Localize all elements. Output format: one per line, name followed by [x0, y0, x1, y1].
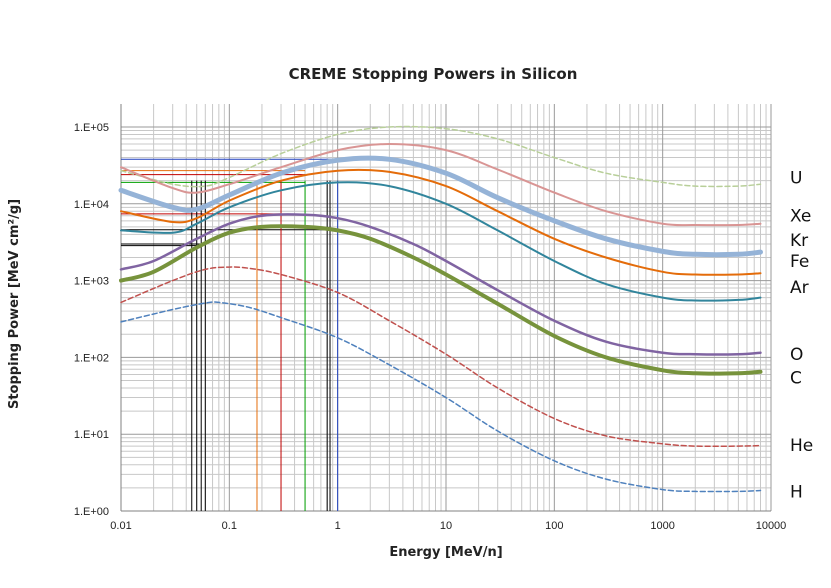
series-line-kr [118, 155, 763, 258]
y-tick-label: 1.E+01 [74, 429, 109, 441]
x-tick-label: 1000 [650, 520, 674, 532]
series-line-he [120, 266, 762, 448]
x-tick-labels: 0.01 0.1 1 10 100 1000 10000 [110, 520, 786, 532]
y-tick-label: 1.E+00 [74, 506, 109, 518]
ion-label-he: He [790, 436, 813, 456]
y-axis-title: Stopping Power [MeV cm²/g] [7, 199, 22, 409]
ion-label-c: C [790, 368, 802, 388]
x-tick-label: 1 [335, 520, 341, 532]
series-group [118, 125, 763, 493]
series-line-u [120, 125, 762, 188]
series-line-ar [120, 181, 762, 302]
series-line-o [119, 213, 762, 356]
ion-label-o: O [790, 345, 803, 365]
ion-label-xe: Xe [790, 207, 811, 227]
ion-label-fe: Fe [790, 252, 809, 272]
y-tick-label: 1.E+03 [74, 276, 109, 288]
y-tick-labels: 1.E+00 1.E+01 1.E+02 1.E+03 1.E+04 1.E+05 [74, 122, 109, 518]
series-line-xe [120, 143, 762, 227]
reference-lines [121, 158, 339, 511]
x-tick-label: 10 [440, 520, 452, 532]
ion-label-h: H [790, 482, 803, 502]
y-tick-label: 1.E+02 [74, 352, 109, 364]
x-axis-title: Energy [MeV/n] [389, 545, 502, 560]
x-tick-label: 100 [545, 520, 563, 532]
x-tick-label: 0.1 [222, 520, 237, 532]
ion-label-ar: Ar [790, 278, 809, 298]
x-tick-label: 10000 [756, 520, 787, 532]
ion-label-kr: Kr [790, 231, 808, 251]
series-line-h [120, 301, 762, 493]
series-line-fe [120, 168, 762, 276]
chart-title: CREME Stopping Powers in Silicon [289, 65, 578, 83]
x-tick-label: 0.01 [110, 520, 131, 532]
y-tick-label: 1.E+04 [74, 199, 109, 211]
series-line-c [119, 224, 763, 376]
ion-label-u: U [790, 169, 802, 189]
y-tick-label: 1.E+05 [74, 122, 109, 134]
